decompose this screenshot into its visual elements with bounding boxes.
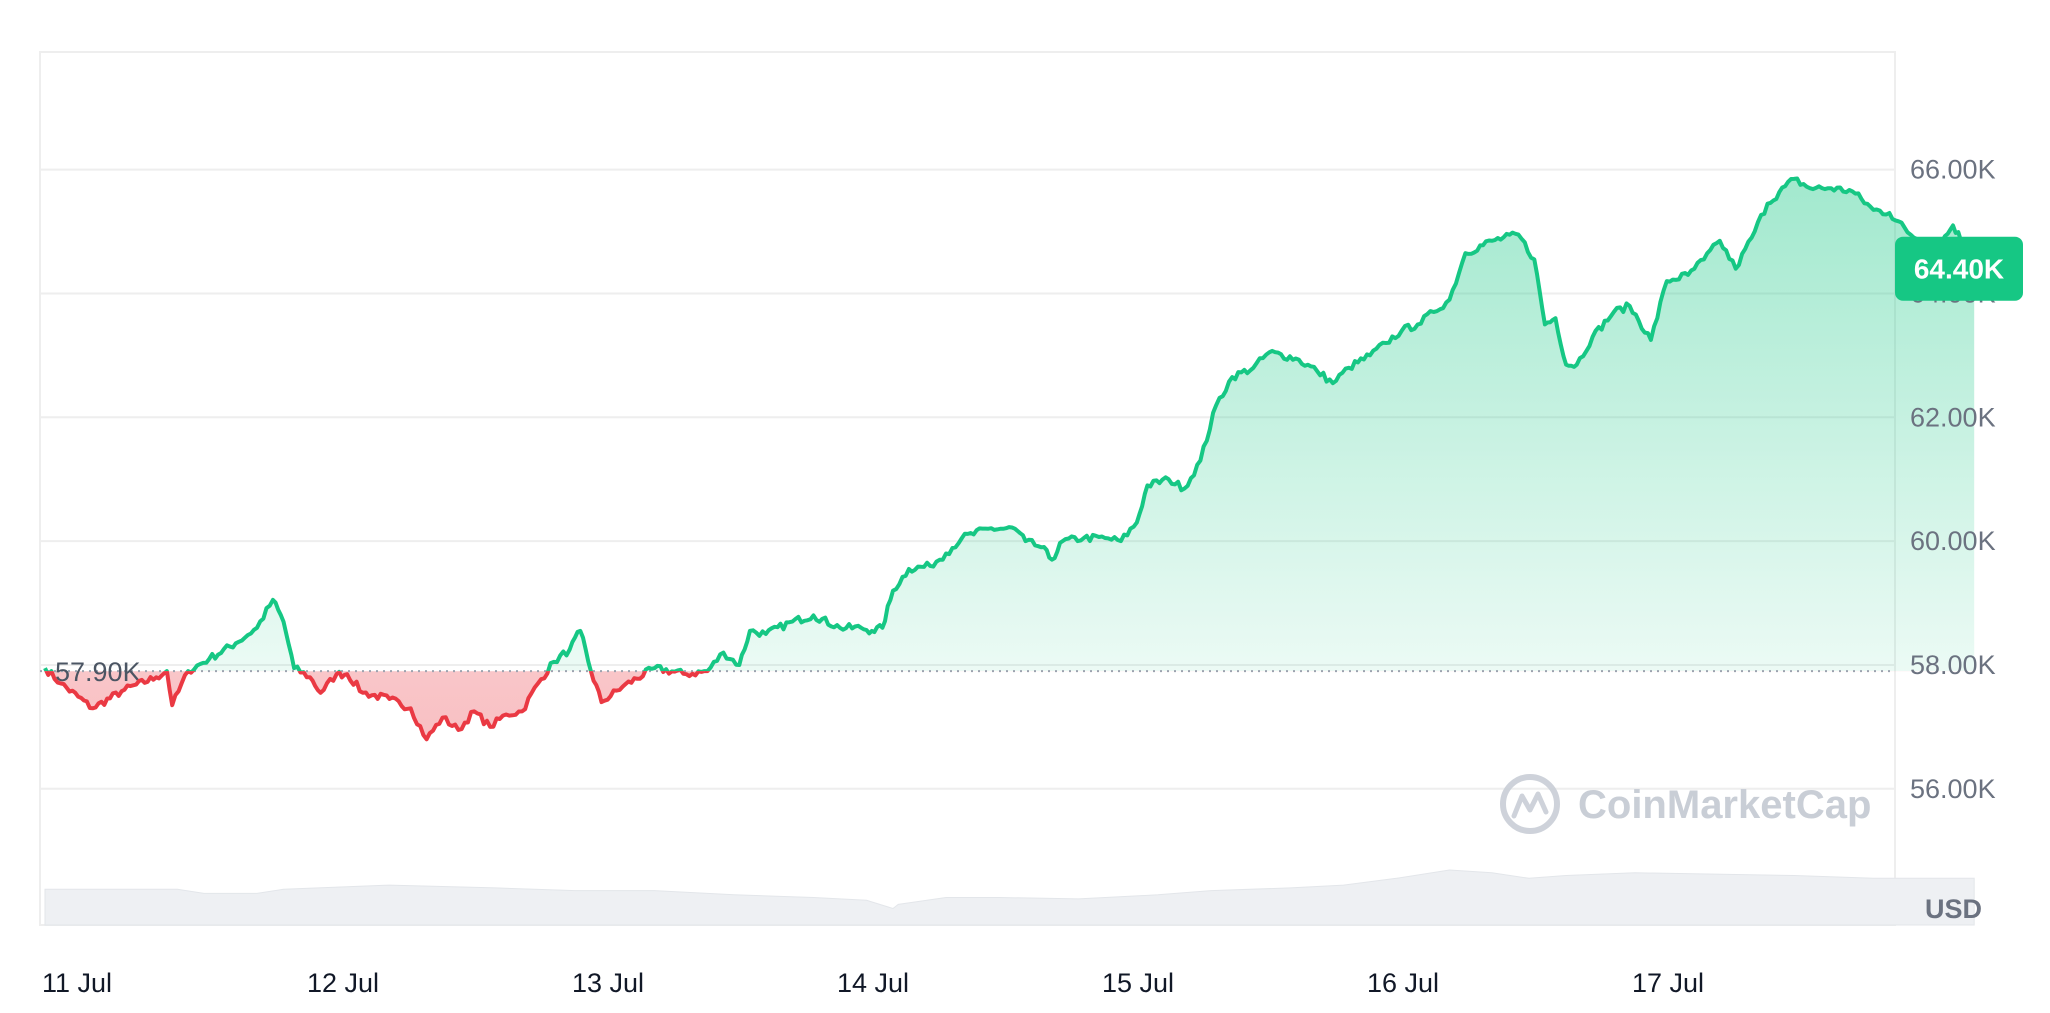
x-tick-label: 11 Jul: [42, 968, 112, 998]
y-tick-label: 58.00K: [1910, 650, 1996, 680]
y-tick-label: 66.00K: [1910, 155, 1996, 185]
current-price-badge: [1895, 236, 2023, 301]
unit-label: USD: [1925, 894, 1982, 924]
x-tick-label: 14 Jul: [837, 968, 909, 998]
x-tick-label: 15 Jul: [1102, 968, 1174, 998]
price-line-down: [44, 671, 711, 742]
area-below-baseline: [45, 671, 1975, 740]
area-above-baseline: [45, 178, 1975, 672]
coinmarketcap-logo-circle: [1500, 774, 1560, 834]
y-tick-label: 62.00K: [1910, 402, 1996, 432]
baseline-label: 57.90K: [55, 657, 141, 687]
volume-area: [44, 869, 1975, 926]
watermark-text: CoinMarketCap: [1578, 783, 1871, 827]
x-tick-label: 17 Jul: [1632, 968, 1704, 998]
coinmarketcap-logo-icon: [1500, 774, 1560, 834]
x-tick-label: 12 Jul: [307, 968, 379, 998]
x-tick-label: 13 Jul: [572, 968, 644, 998]
coinmarketcap-logo-wave: [1511, 791, 1549, 819]
current-price-label: 64.40K: [1914, 254, 2004, 285]
price-line-up: [43, 176, 1976, 672]
x-tick-label: 16 Jul: [1367, 968, 1439, 998]
y-tick-label: 56.00K: [1910, 774, 1996, 804]
y-tick-label: 60.00K: [1910, 526, 1996, 556]
